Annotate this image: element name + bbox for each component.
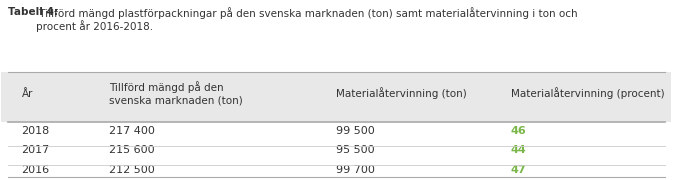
Text: 2018: 2018 <box>22 126 50 136</box>
Text: 44: 44 <box>510 145 526 155</box>
Text: 95 500: 95 500 <box>336 145 375 155</box>
Text: Materialåtervinning (ton): Materialåtervinning (ton) <box>336 88 467 100</box>
Text: 2016: 2016 <box>22 165 50 175</box>
Text: 99 700: 99 700 <box>336 165 375 175</box>
Text: 47: 47 <box>510 165 526 175</box>
Text: Tillförd mängd plastförpackningar på den svenska marknaden (ton) samt materialåt: Tillförd mängd plastförpackningar på den… <box>36 7 577 33</box>
Text: Materialåtervinning (procent): Materialåtervinning (procent) <box>510 88 664 100</box>
Text: Tillförd mängd på den
svenska marknaden (ton): Tillförd mängd på den svenska marknaden … <box>108 81 242 106</box>
FancyBboxPatch shape <box>1 72 671 122</box>
Text: År: År <box>22 89 33 98</box>
Text: Tabell 4:: Tabell 4: <box>8 7 58 17</box>
Text: 215 600: 215 600 <box>108 145 154 155</box>
Text: 99 500: 99 500 <box>336 126 375 136</box>
Text: 217 400: 217 400 <box>108 126 155 136</box>
Text: 212 500: 212 500 <box>108 165 154 175</box>
Text: 2017: 2017 <box>22 145 50 155</box>
Text: 46: 46 <box>510 126 526 136</box>
